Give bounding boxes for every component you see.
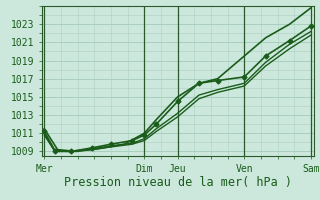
X-axis label: Pression niveau de la mer( hPa ): Pression niveau de la mer( hPa ) bbox=[64, 176, 292, 189]
